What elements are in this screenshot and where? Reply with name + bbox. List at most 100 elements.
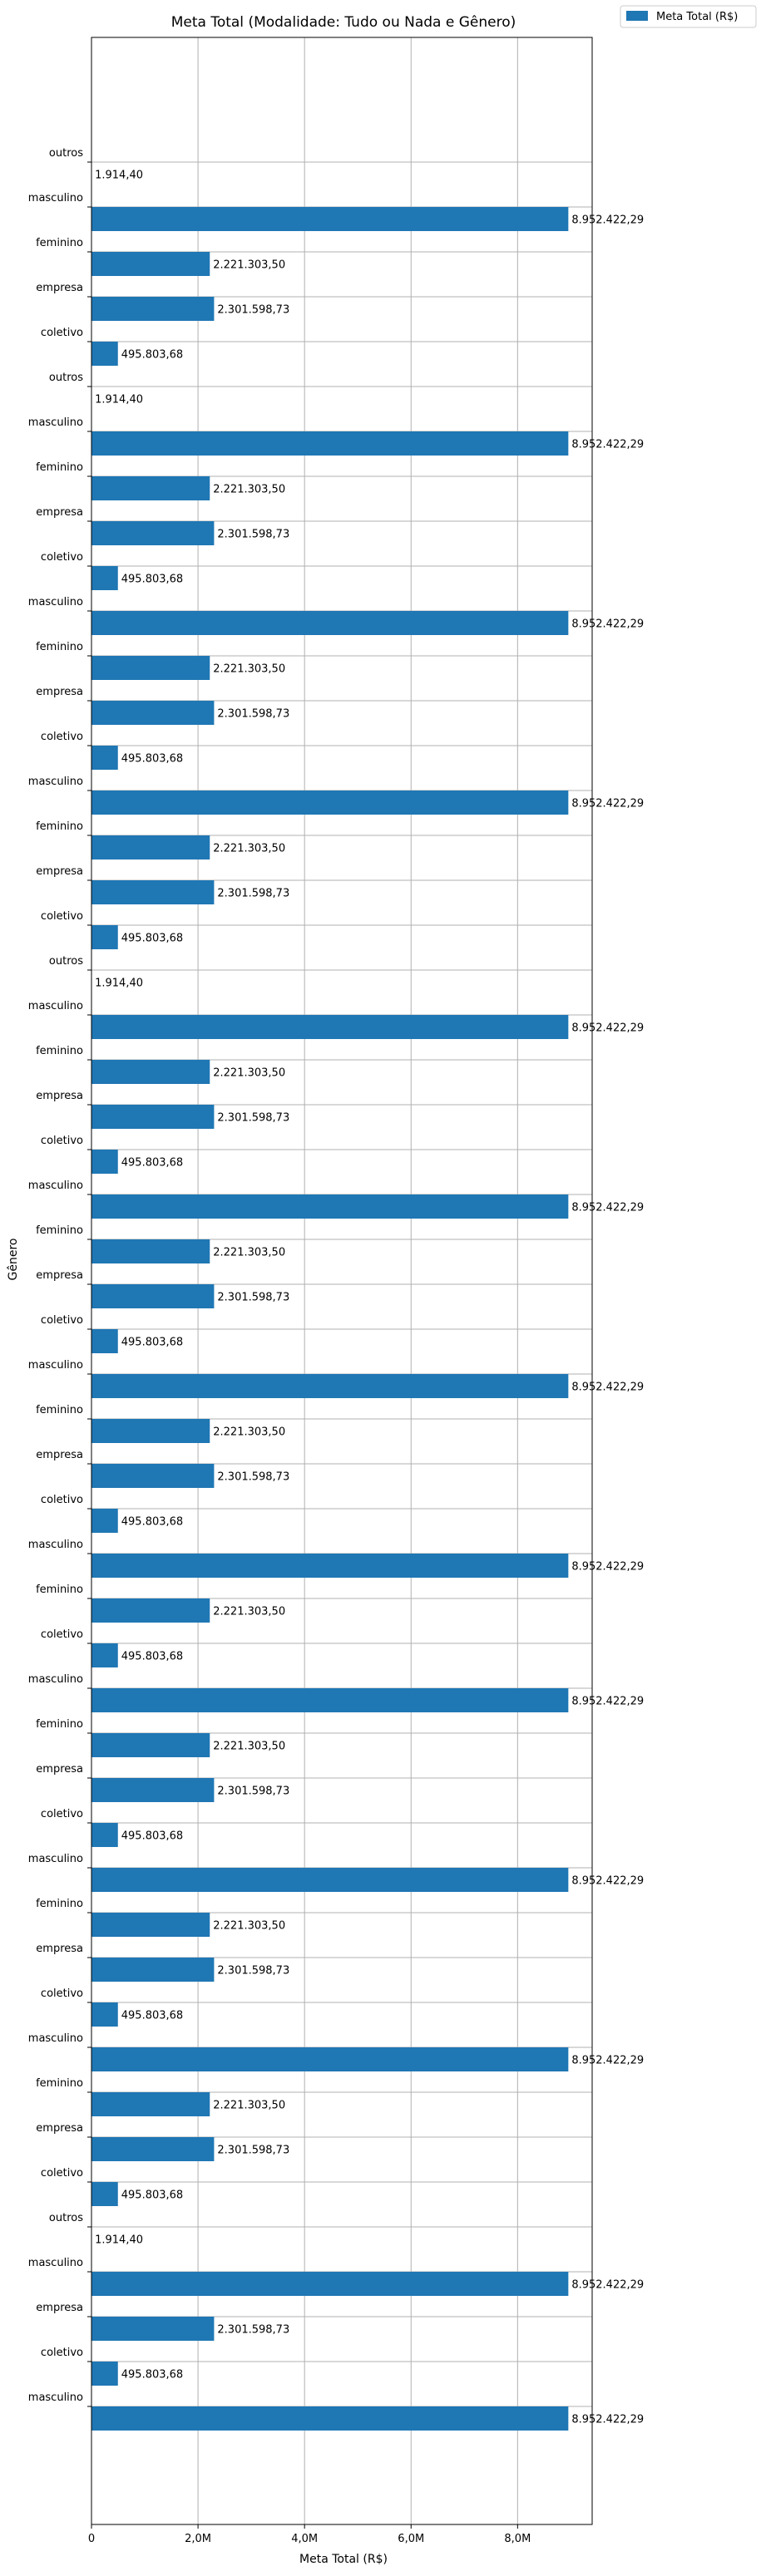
y-tick-label: masculino <box>28 776 83 788</box>
y-tick-label: feminino <box>36 1898 83 1910</box>
y-tick-label: empresa <box>36 1269 83 1282</box>
bar <box>91 1015 569 1039</box>
x-axis-title: Meta Total (R$) <box>299 2553 388 2566</box>
bar-value-label: 1.914,40 <box>95 2234 143 2247</box>
x-tick-label: 0 <box>88 2533 95 2545</box>
bar <box>91 1284 215 1308</box>
y-tick-label: masculino <box>28 1853 83 1865</box>
y-tick-label: feminino <box>36 237 83 249</box>
y-tick-label: empresa <box>36 1449 83 1461</box>
bar-value-label: 2.221.303,50 <box>213 1067 285 1080</box>
bar <box>91 2406 569 2431</box>
bar <box>91 1464 215 1488</box>
bar <box>91 746 118 770</box>
bar <box>91 1374 569 1398</box>
x-tick-label: 8,0M <box>504 2533 531 2545</box>
y-axis-title: Gênero <box>7 1239 20 1281</box>
bar-value-label: 8.952.422,29 <box>571 1696 644 1708</box>
bar-value-label: 8.952.422,29 <box>571 1202 644 1214</box>
bar <box>91 611 569 635</box>
bar <box>91 342 118 366</box>
y-tick-label: empresa <box>36 1763 83 1776</box>
y-tick-labels: outros masculino feminino empresa coletivo ou… <box>28 147 91 2407</box>
bar <box>91 1688 569 1712</box>
x-tick-label: 6,0M <box>398 2533 424 2545</box>
bar-value-label: 2.301.598,73 <box>217 529 289 541</box>
y-tick-label: coletivo <box>41 327 83 339</box>
bar-value-label: 1.914,40 <box>95 978 143 990</box>
y-tick-label: coletivo <box>41 1314 83 1327</box>
y-tick-label: coletivo <box>41 731 83 743</box>
bar-value-label: 2.301.598,73 <box>217 708 289 721</box>
bar-value-label: 495.803,68 <box>121 1651 183 1663</box>
bar-value-label: 2.301.598,73 <box>217 1292 289 1304</box>
bar-value-label: 2.301.598,73 <box>217 888 289 900</box>
bar-value-label: 2.301.598,73 <box>217 2145 289 2157</box>
y-tick-label: outros <box>49 147 83 160</box>
bar-value-label: 2.221.303,50 <box>213 1426 285 1439</box>
bar <box>91 1778 215 1802</box>
bar <box>91 880 215 904</box>
y-tick-label: masculino <box>28 192 83 204</box>
y-tick-label: masculino <box>28 2257 83 2269</box>
x-tick-label: 4,0M <box>291 2533 318 2545</box>
bar <box>91 1239 210 1263</box>
bar-value-label: 2.221.303,50 <box>213 843 285 855</box>
bar <box>91 1913 210 1937</box>
bar-value-labels: 1.914,40 8.952.422,29 2.221.303,50 2.301.59… <box>95 170 644 2426</box>
bar-value-label: 495.803,68 <box>121 2010 183 2022</box>
bar-value-label: 495.803,68 <box>121 2369 183 2381</box>
bar-value-label: 495.803,68 <box>121 1830 183 1843</box>
bar-value-label: 2.221.303,50 <box>213 2100 285 2112</box>
bar-value-label: 8.952.422,29 <box>571 618 644 631</box>
bars <box>91 162 569 2431</box>
y-tick-label: masculino <box>28 1673 83 1686</box>
bar-value-label: 1.914,40 <box>95 394 143 406</box>
bar <box>91 1958 215 1982</box>
bar <box>91 252 210 276</box>
bar <box>91 431 569 456</box>
bar-value-label: 2.221.303,50 <box>213 1606 285 1618</box>
bar-value-label: 2.221.303,50 <box>213 1741 285 1753</box>
bar-value-label: 2.301.598,73 <box>217 304 289 317</box>
bar <box>91 1194 569 1219</box>
bar-value-label: 8.952.422,29 <box>571 1382 644 1394</box>
legend-frame <box>620 5 757 28</box>
bar <box>91 297 215 321</box>
bar <box>91 207 569 231</box>
y-tick-label: feminino <box>36 1404 83 1416</box>
bar-value-label: 2.221.303,50 <box>213 259 285 272</box>
bar <box>91 791 569 815</box>
x-tick-label: 2,0M <box>185 2533 211 2545</box>
bar-value-label: 8.952.422,29 <box>571 1022 644 1035</box>
bar-value-label: 495.803,68 <box>121 933 183 945</box>
y-tick-label: empresa <box>36 1943 83 1955</box>
y-tick-label: empresa <box>36 1090 83 1102</box>
bar <box>91 566 118 590</box>
bar-value-label: 1.914,40 <box>95 170 143 182</box>
y-tick-label: masculino <box>28 2391 83 2404</box>
y-tick-label: masculino <box>28 1359 83 1372</box>
y-tick-label: feminino <box>36 1718 83 1731</box>
bar <box>91 835 210 859</box>
y-tick-label: coletivo <box>41 2347 83 2359</box>
bar-value-label: 2.221.303,50 <box>213 663 285 676</box>
bar <box>91 2317 215 2341</box>
bar <box>91 1509 118 1533</box>
bar <box>91 1643 118 1667</box>
y-tick-label: coletivo <box>41 551 83 564</box>
y-tick-label: coletivo <box>41 1628 83 1641</box>
y-tick-label: coletivo <box>41 910 83 923</box>
y-tick-label: outros <box>49 955 83 968</box>
y-tick-label: empresa <box>36 2122 83 2135</box>
bar <box>91 521 215 545</box>
bar <box>91 2272 569 2296</box>
y-tick-label: feminino <box>36 1045 83 1057</box>
bar <box>91 2362 118 2386</box>
bar <box>91 2002 118 2027</box>
y-tick-label: feminino <box>36 1224 83 1237</box>
y-tick-label: outros <box>49 372 83 384</box>
bar-value-label: 8.952.422,29 <box>571 2055 644 2067</box>
bar <box>91 656 210 680</box>
